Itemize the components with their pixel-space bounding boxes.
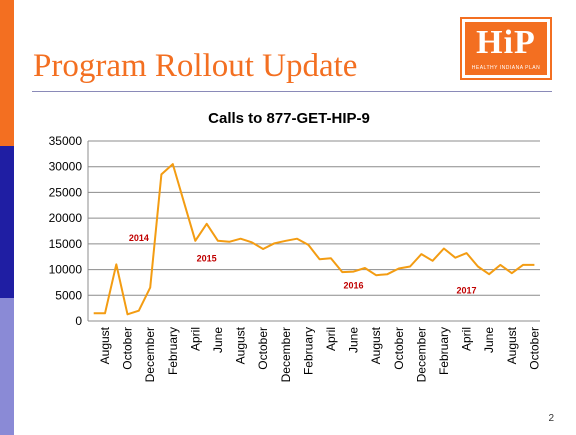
gridlines [88, 140, 540, 322]
x-tick-label: August [98, 326, 112, 364]
x-tick-label: August [369, 326, 383, 364]
y-tick-label: 5000 [55, 288, 82, 302]
x-tick-label: August [505, 326, 519, 364]
year-annotation: 2015 [197, 253, 217, 263]
y-tick-label: 35000 [49, 134, 83, 148]
y-tick-label: 25000 [49, 185, 83, 199]
x-tick-labels: August October December February April June Au… [98, 326, 541, 382]
x-tick-label: April [188, 327, 202, 351]
x-tick-label: June [211, 327, 225, 353]
x-tick-label: April [324, 327, 338, 351]
x-tick-label: October [392, 327, 406, 370]
year-annotation: 2016 [344, 281, 364, 291]
x-tick-label: February [166, 327, 180, 375]
chart-title: Calls to 877-GET-HIP-9 [208, 110, 370, 127]
y-tick-label: 0 [75, 314, 82, 328]
page-number: 2 [548, 413, 554, 424]
x-tick-label: October [121, 327, 135, 370]
slide-title: Program Rollout Update [33, 48, 358, 84]
x-tick-label: August [234, 326, 248, 364]
y-tick-label: 20000 [49, 211, 83, 225]
series-line-calls [93, 163, 535, 316]
accent-bar-lavender [0, 298, 14, 435]
x-tick-label: June [347, 327, 361, 353]
logo-background: HiP HEALTHY INDIANA PLAN [465, 22, 547, 75]
year-annotation: 2014 [129, 233, 149, 243]
x-tick-label: October [256, 327, 270, 370]
x-tick-label: February [437, 327, 451, 375]
y-tick-label: 10000 [49, 263, 83, 277]
x-tick-label: April [460, 327, 474, 351]
year-annotation: 2017 [457, 286, 477, 296]
logo-tagline: HEALTHY INDIANA PLAN [471, 65, 541, 71]
series-calls [93, 163, 535, 316]
y-tick-labels: 0 5000 10000 15000 20000 25000 30000 35000 [49, 134, 83, 328]
x-tick-label: December [143, 327, 157, 382]
x-tick-label: October [527, 327, 541, 370]
accent-bar-navy [0, 146, 14, 298]
y-tick-label: 30000 [49, 160, 83, 174]
x-tick-label: December [279, 327, 293, 382]
title-divider [32, 91, 552, 92]
accent-bar-orange [0, 0, 14, 146]
y-tick-label: 15000 [49, 237, 83, 251]
x-tick-label: June [482, 327, 496, 353]
hip-logo: HiP HEALTHY INDIANA PLAN [460, 17, 552, 80]
year-annotations: 2014 2015 2016 2017 [129, 233, 477, 296]
x-tick-label: December [414, 327, 428, 382]
x-tick-label: February [301, 327, 315, 375]
logo-mark: HiP [476, 24, 536, 61]
